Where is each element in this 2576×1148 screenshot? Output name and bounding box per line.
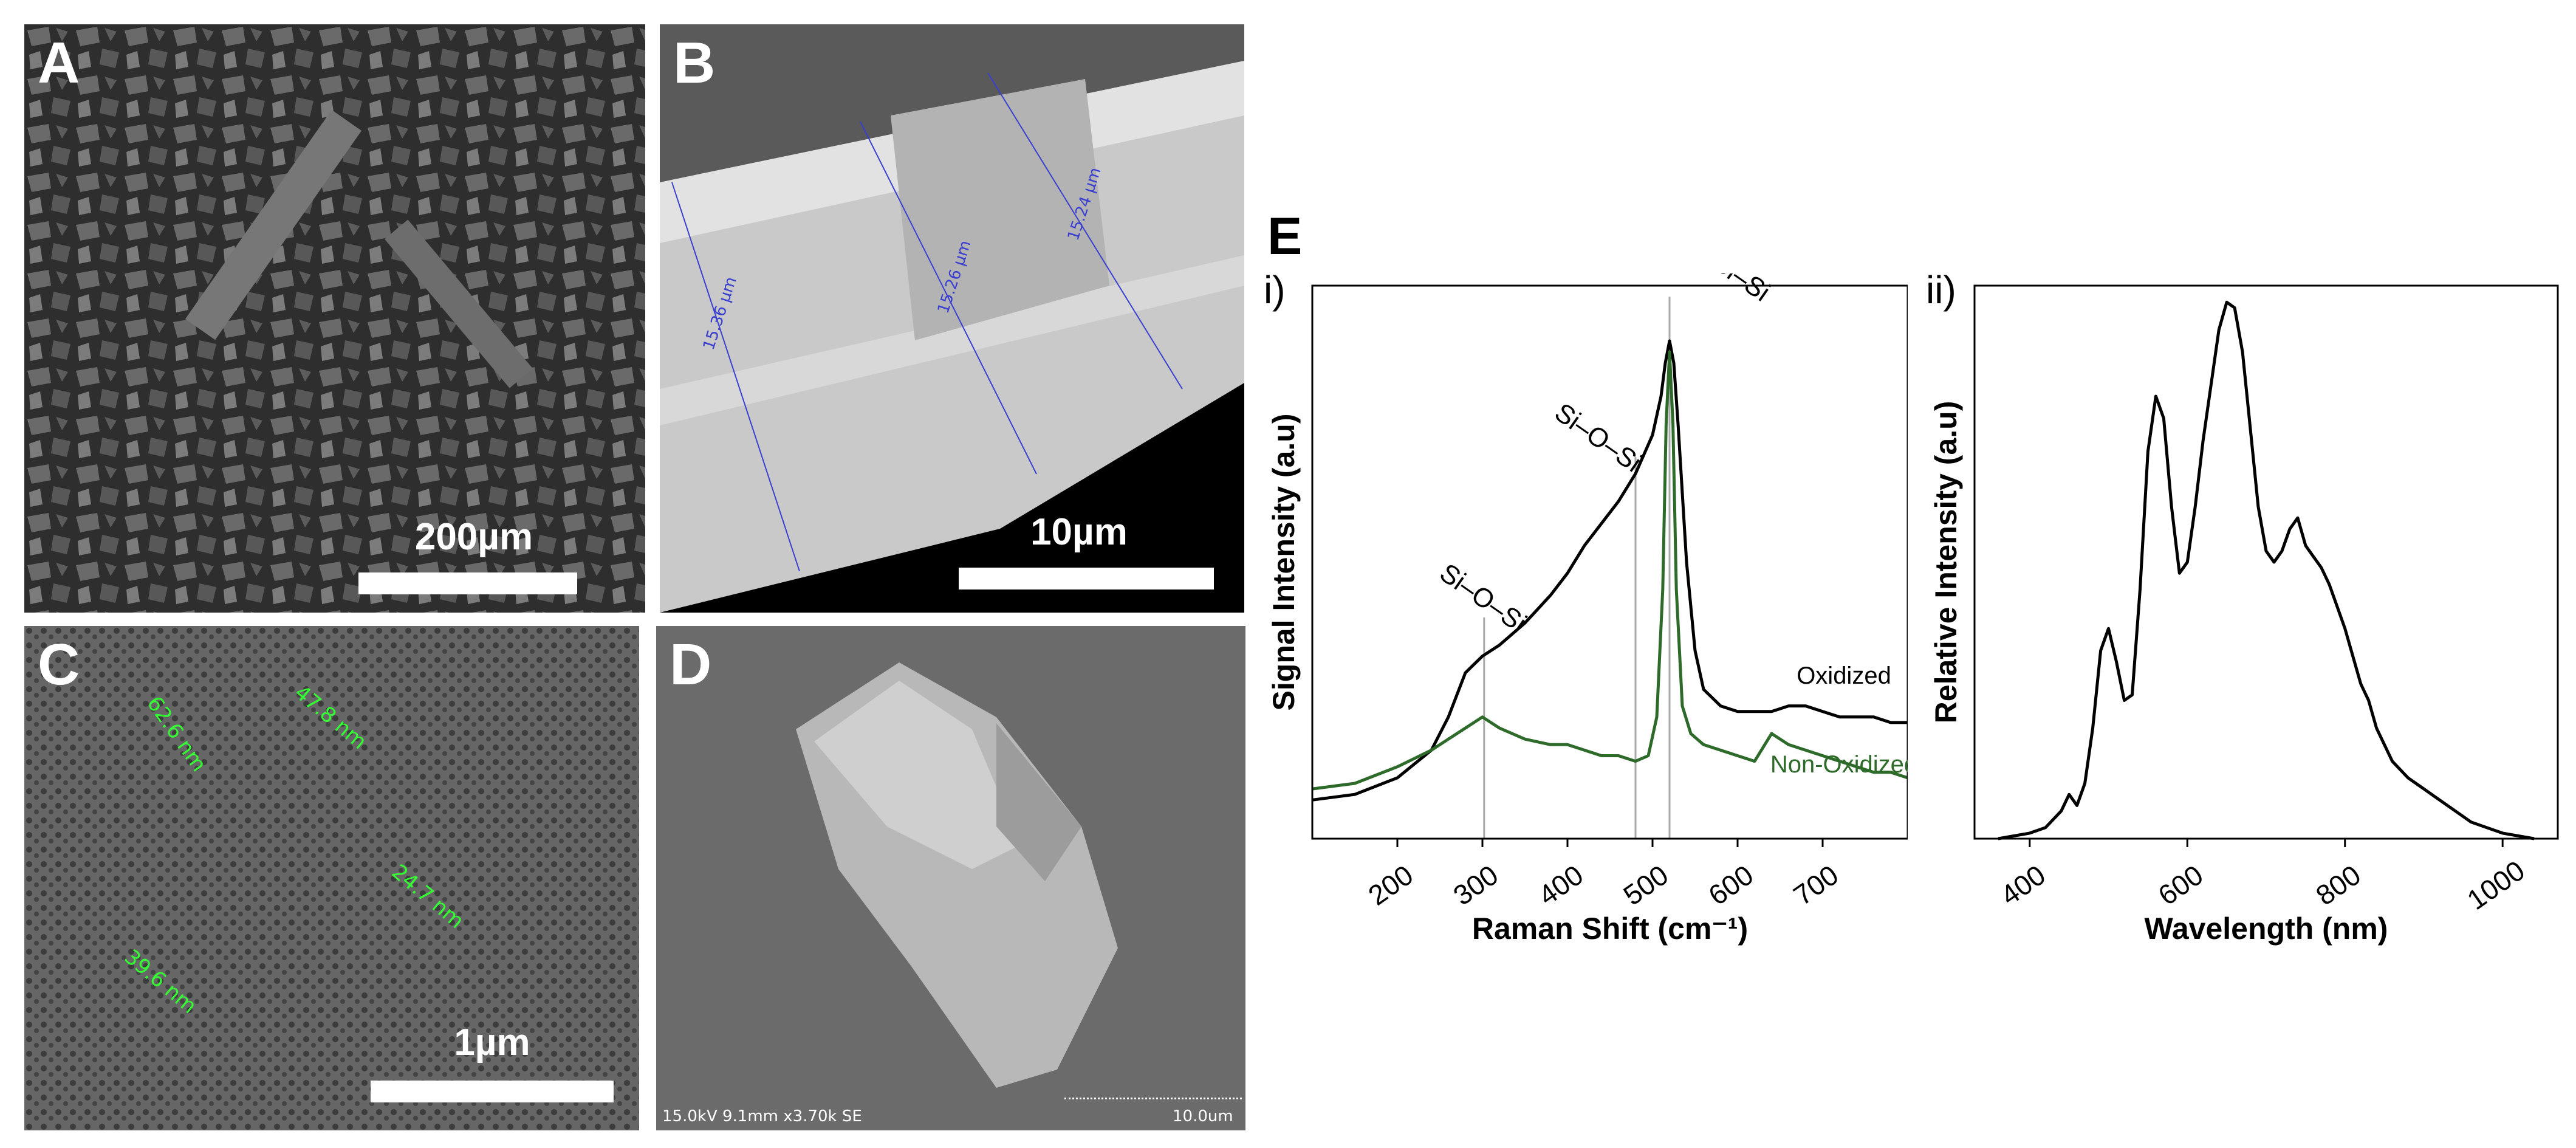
series-label-0: Oxidized — [1797, 662, 1891, 689]
x-tick-label: 400 — [1995, 859, 2051, 912]
series-label-1: Non-Oxidized — [1770, 751, 1908, 778]
x-axis-label: Wavelength (nm) — [2145, 912, 2388, 946]
panel-d-scale-text: 10.0um — [1173, 1107, 1233, 1126]
x-tick-label: 600 — [2153, 859, 2209, 912]
panel-letter-b: B — [673, 30, 716, 95]
series-line-0 — [1312, 339, 1908, 802]
panel-b-scalebar-label: 10µm — [1030, 511, 1128, 553]
plot-frame — [1973, 284, 2559, 840]
panel-c-image — [24, 626, 639, 1130]
x-tick-label: 400 — [1533, 859, 1589, 912]
panel-a-micrograph: A 200µm — [24, 24, 645, 613]
panel-b-micrograph: 15.36 µm 15.26 µm 15.24 µm B 10µm — [660, 24, 1244, 613]
annotation-label: Si–O–Si — [1434, 558, 1532, 639]
panel-c-scalebar-label: 1µm — [454, 1022, 530, 1064]
panel-letter-a: A — [38, 30, 80, 95]
series-line-0 — [1998, 300, 2535, 840]
x-axis-label: Raman Shift (cm⁻¹) — [1472, 912, 1748, 946]
pl-chart: 400 600 800 1000 Wavelength (nm) Relative Int… — [1929, 284, 2559, 946]
panel-b-scalebar — [959, 568, 1214, 589]
chart-ii-panel-label: ii) — [1926, 268, 1956, 312]
panel-d-image — [796, 662, 1118, 1088]
panel-letter-e: E — [1267, 207, 1303, 266]
x-tick-label: 300 — [1448, 859, 1504, 912]
raman-chart: 200 300 400 500 600 700 Raman Shift (cm⁻¹) Sign… — [1267, 273, 1908, 946]
panel-c-micrograph: 62.6 nm 47.8 nm 24.7 nm 39.6 nm C 1µm — [24, 626, 639, 1130]
panel-c-scalebar — [371, 1081, 614, 1102]
annotation-label: Si–O–Si — [1549, 397, 1646, 478]
panel-letter-c: C — [38, 632, 80, 697]
panel-a-scalebar — [358, 572, 577, 594]
x-tick-label: 200 — [1363, 859, 1419, 912]
panel-letter-d: D — [670, 632, 712, 697]
annotation-label: Si–Si — [1707, 273, 1775, 308]
y-axis-label: Relative Intensity (a.u) — [1929, 401, 1963, 724]
panel-d-scale-ticks — [1064, 1098, 1242, 1105]
y-axis-label: Signal Intensity (a.u) — [1267, 414, 1301, 711]
x-tick-label: 600 — [1703, 859, 1759, 912]
panel-d-info: 15.0kV 9.1mm x3.70k SE — [662, 1107, 862, 1126]
panel-a-image — [24, 24, 645, 613]
series-line-1 — [1312, 350, 1908, 791]
x-tick-label: 1000 — [2461, 854, 2530, 916]
chart-i-panel-label: i) — [1264, 268, 1286, 312]
panel-a-scalebar-label: 200µm — [414, 516, 533, 558]
x-tick-label: 700 — [1788, 859, 1845, 912]
x-tick-label: 800 — [2310, 859, 2366, 912]
x-tick-label: 500 — [1618, 859, 1674, 912]
panel-b-image — [660, 24, 1244, 613]
plot-frame — [1311, 284, 1908, 840]
panel-d-micrograph: D 15.0kV 9.1mm x3.70k SE 10.0um — [656, 626, 1245, 1130]
